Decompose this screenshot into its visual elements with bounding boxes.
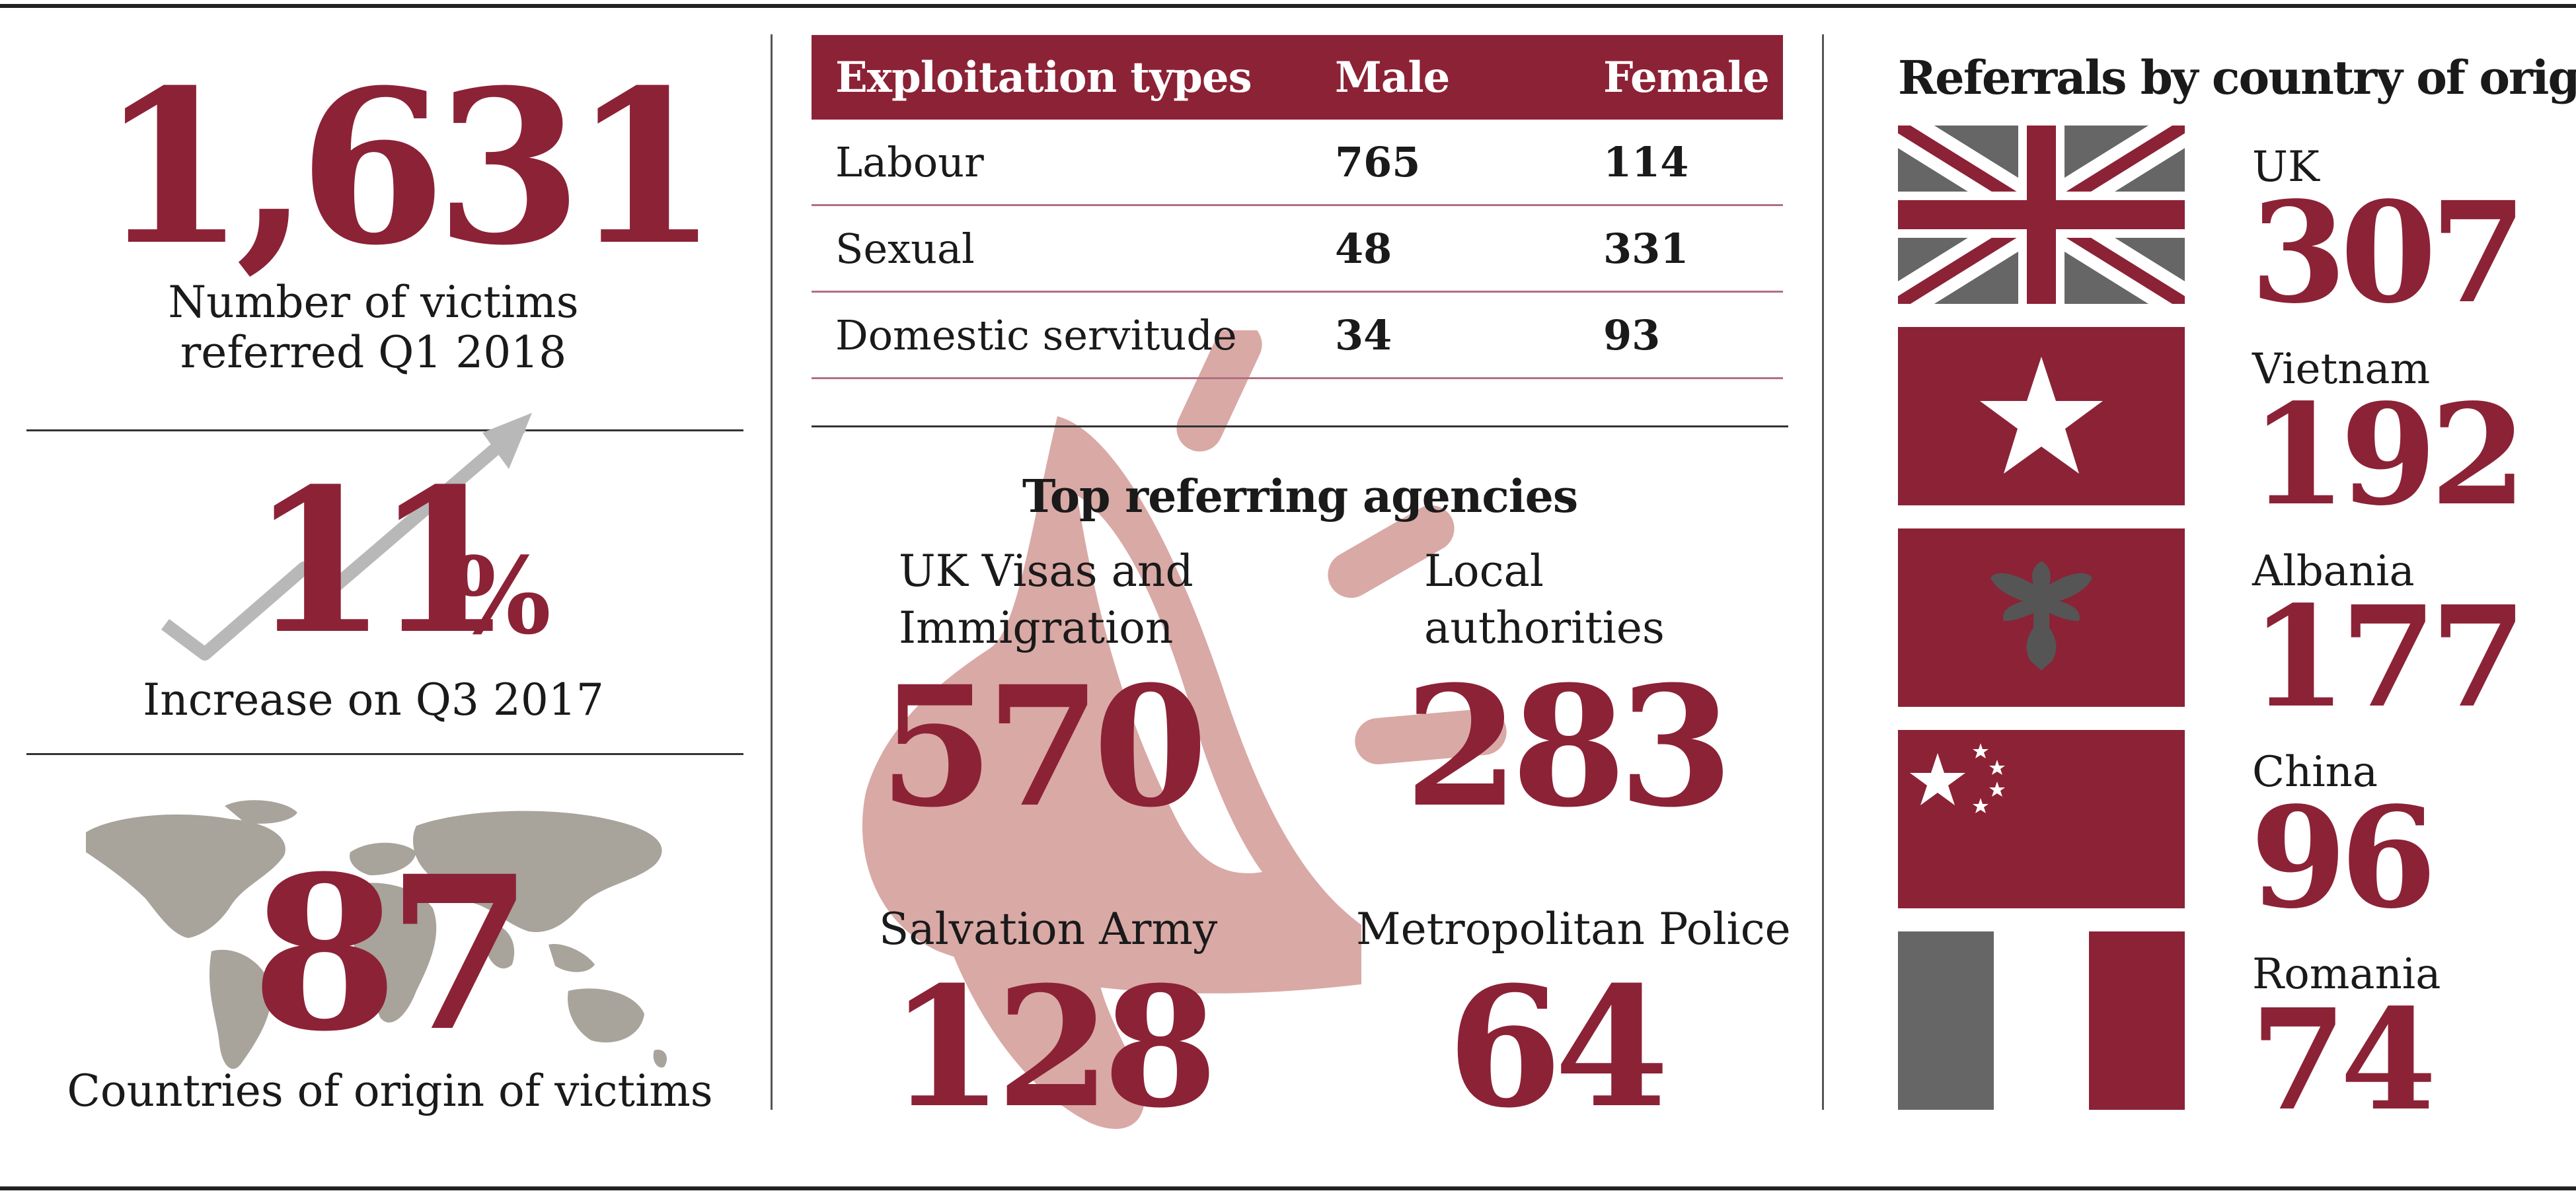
country-name-albania: Albania [2252, 547, 2415, 596]
country-value-china: 96 [2250, 776, 2437, 939]
country-name-uk: UK [2252, 143, 2320, 192]
agency-label-line1: Local [1424, 546, 1544, 597]
table-row: Sexual 48 331 [812, 205, 1783, 293]
table-cell-male: 34 [1311, 291, 1579, 379]
uk-flag-icon [1898, 126, 2185, 304]
world-map-icon [86, 800, 667, 1070]
table-cell-type: Labour [812, 120, 1311, 206]
agency-value: 128 [889, 950, 1218, 1144]
table-header-type: Exploitation types [812, 35, 1311, 120]
table-cell-female: 114 [1579, 120, 1783, 206]
top-border [0, 4, 2576, 8]
china-flag-icon [1898, 730, 2185, 908]
table-header-female: Female [1579, 35, 1783, 120]
table-row: Labour 765 114 [812, 120, 1783, 206]
increase-unit: % [451, 534, 552, 658]
vietnam-flag-icon [1898, 327, 2185, 505]
table-cell-female: 93 [1579, 291, 1783, 379]
agency-value: 283 [1404, 649, 1733, 844]
table-cell-type: Sexual [812, 205, 1311, 293]
increase-caption: Increase on Q3 2017 [143, 674, 604, 725]
table-header-male: Male [1311, 35, 1579, 120]
table-row: Domestic servitude 34 93 [812, 291, 1783, 379]
table-cell-female: 331 [1579, 205, 1783, 293]
agency-label-line2: Immigration [899, 602, 1174, 653]
romania-flag-icon [1898, 931, 2185, 1110]
country-value-romania: 74 [2250, 978, 2437, 1142]
referrals-title: Referrals by country of origin [1898, 50, 2576, 105]
agency-label-line1: Metropolitan Police [1356, 904, 1791, 955]
megaphone-watermark-icon [862, 330, 1507, 1129]
country-value-albania: 177 [2250, 575, 2526, 739]
countries-number: 87 [251, 830, 533, 1078]
agency-value: 570 [879, 649, 1208, 844]
country-value-uk: 307 [2250, 171, 2526, 334]
table-cell-type: Domestic servitude [812, 291, 1311, 379]
exploitation-table: Exploitation types Male Female Labour 76… [812, 35, 1783, 379]
countries-caption: Countries of origin of victims [67, 1066, 713, 1116]
table-cell-male: 765 [1311, 120, 1579, 206]
victims-caption-line2: referred Q1 2018 [180, 327, 567, 378]
country-value-vietnam: 192 [2250, 373, 2526, 536]
increase-number: 11 [250, 445, 513, 678]
agencies-title: Top referring agencies [1022, 470, 1578, 523]
left-divider-2 [26, 753, 743, 755]
albania-flag-icon [1898, 528, 2185, 707]
column-divider-right [1822, 34, 1824, 1110]
trend-arrow-icon [161, 413, 532, 661]
agency-value: 64 [1447, 950, 1669, 1144]
middle-divider [812, 425, 1788, 427]
table-cell-male: 48 [1311, 205, 1579, 293]
victims-caption-line1: Number of victims [168, 277, 579, 328]
agency-label-line1: UK Visas and [899, 546, 1193, 597]
country-name-vietnam: Vietnam [2252, 345, 2431, 394]
bottom-border [0, 1186, 2576, 1190]
country-name-romania: Romania [2252, 950, 2441, 999]
agency-label-line1: Salvation Army [879, 904, 1218, 955]
agency-label-line2: authorities [1424, 602, 1665, 653]
victims-number: 1,631 [99, 44, 719, 292]
country-name-china: China [2252, 748, 2378, 797]
column-divider-left [771, 34, 773, 1110]
left-divider-1 [26, 429, 743, 431]
table-header-row: Exploitation types Male Female [812, 35, 1783, 120]
